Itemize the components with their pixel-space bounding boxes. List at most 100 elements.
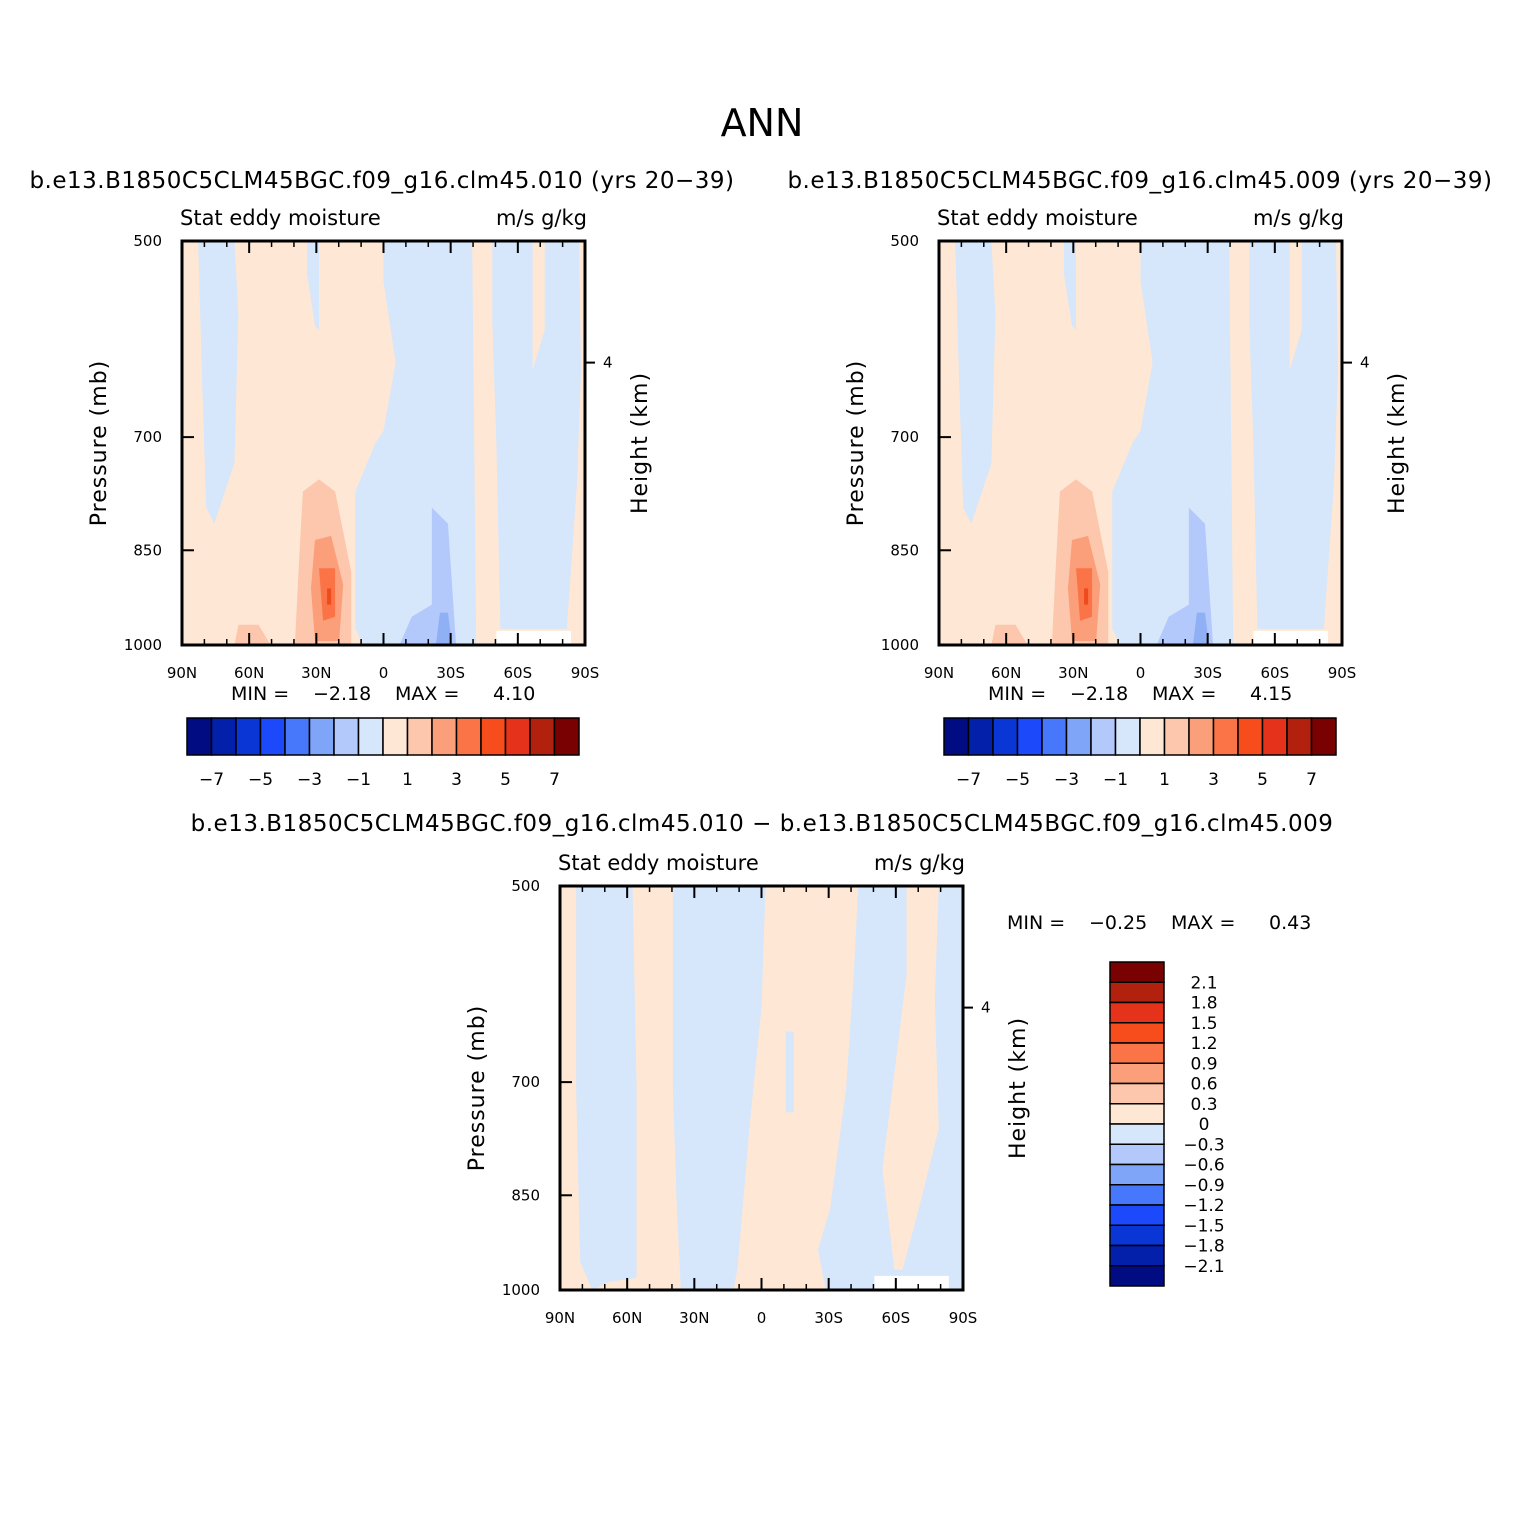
min-value: −2.18 — [1070, 683, 1128, 705]
max-value: 4.15 — [1250, 683, 1292, 705]
colorbar-box — [529, 717, 556, 756]
colorbar-box — [308, 717, 335, 756]
colorbar-box — [1109, 1204, 1165, 1226]
max-label: MAX = — [1152, 683, 1216, 705]
colorbar-label: −1.2 — [1183, 1196, 1224, 1216]
min-value: −2.18 — [313, 683, 371, 705]
y-axis-title: Pressure (mb) — [465, 1005, 490, 1172]
left-string: Stat eddy moisture — [558, 851, 759, 875]
panel-model-010: 90N 60N 30N 0 30S 60S 90S 500 700 850 1000 4 Pressur… — [29, 168, 734, 705]
panel-title: b.e13.B1850C5CLM45BGC.f09_g16.clm45.009 … — [787, 168, 1492, 194]
x-tick-label: 0 — [379, 664, 389, 682]
colorbar-box — [967, 717, 994, 756]
colorbar-label: 1 — [1159, 770, 1170, 790]
colorbar-box — [1286, 717, 1313, 756]
colorbar-model-009: −7 −5 −3 −1 1 3 5 7 — [943, 717, 1337, 790]
contour-region — [672, 886, 766, 1290]
colorbar-box — [1065, 717, 1092, 756]
contour-region — [817, 886, 963, 1290]
contour-region — [492, 241, 581, 629]
contour-region — [496, 630, 571, 645]
y-tick-label: 500 — [511, 877, 540, 895]
contour-region — [234, 624, 271, 645]
colorbar-label: 0.6 — [1190, 1075, 1217, 1095]
colorbar-box — [1109, 1163, 1165, 1186]
colorbar-box — [1188, 717, 1215, 756]
colorbar-box — [1310, 717, 1337, 756]
contour-region — [435, 612, 453, 645]
colorbar-label: 5 — [500, 770, 511, 790]
contour-region — [1084, 588, 1089, 605]
x-tick-label: 90N — [167, 664, 197, 682]
colorbar-label: 7 — [549, 770, 560, 790]
y-tick-label: 850 — [133, 541, 162, 559]
x-tick-label: 60N — [234, 664, 264, 682]
y-right-axis-title: Height (km) — [1006, 1017, 1031, 1159]
x-tick-label: 90N — [545, 1309, 575, 1327]
y-tick-label: 700 — [511, 1073, 540, 1091]
x-tick-label: 90S — [1328, 664, 1357, 682]
y-tick-label: 1000 — [881, 636, 919, 654]
colorbar-box — [1163, 717, 1190, 756]
colorbar-box — [333, 717, 360, 756]
x-tick-label: 0 — [757, 1309, 767, 1327]
y-tick-label: 850 — [511, 1186, 540, 1204]
panel-model-009: 90N 60N 30N 0 30S 60S 90S 500 700 850 1000 4 Pressur… — [787, 168, 1492, 705]
left-string: Stat eddy moisture — [180, 206, 381, 230]
colorbar-model-010: −7 −5 −3 −1 1 3 5 7 — [186, 717, 580, 790]
colorbar-label: −1.5 — [1183, 1216, 1224, 1236]
contour-region — [955, 241, 996, 524]
colorbar-box — [382, 717, 409, 756]
contour-region — [882, 974, 939, 1270]
x-tick-label: 0 — [1136, 664, 1146, 682]
colorbar-box — [553, 717, 580, 756]
min-label: MIN = — [231, 683, 289, 705]
colorbar-label: 1 — [402, 770, 413, 790]
x-tick-label: 30N — [679, 1309, 709, 1327]
colorbar-label: −5 — [1005, 770, 1030, 790]
colorbar-box — [1109, 1244, 1165, 1267]
y-tick-label: 700 — [890, 428, 919, 446]
contour-region — [1156, 507, 1214, 645]
colorbar-box — [1212, 717, 1239, 756]
contour-field — [182, 241, 585, 645]
max-value: 4.10 — [493, 683, 535, 705]
colorbar-box — [992, 717, 1019, 756]
colorbar-box — [1109, 1224, 1165, 1247]
x-tick-label: 60S — [504, 664, 533, 682]
colorbar-label: 7 — [1306, 770, 1317, 790]
x-tick-label: 60S — [1261, 664, 1290, 682]
colorbar-box — [431, 717, 458, 756]
contour-region — [198, 241, 239, 524]
max-label: MAX = — [395, 683, 459, 705]
colorbar-box — [1109, 1143, 1165, 1166]
colorbar-label: 1.2 — [1190, 1034, 1217, 1054]
colorbar-box — [1109, 981, 1165, 1004]
colorbar-box — [210, 717, 237, 756]
colorbar-box — [284, 717, 311, 756]
colorbar-label: −0.9 — [1183, 1176, 1224, 1196]
x-tick-label: 90N — [924, 664, 954, 682]
colorbar-box — [1109, 1082, 1165, 1105]
colorbar-box — [943, 717, 970, 756]
y-tick-label: 500 — [890, 232, 919, 250]
min-label: MIN = — [1007, 912, 1065, 934]
contour-region — [1063, 241, 1077, 330]
panel-title: b.e13.B1850C5CLM45BGC.f09_g16.clm45.010 … — [29, 168, 734, 194]
x-tick-label: 90S — [949, 1309, 978, 1327]
contour-region — [576, 886, 637, 1290]
x-tick-label: 30N — [1058, 664, 1088, 682]
y-right-axis-title: Height (km) — [1385, 372, 1410, 514]
colorbar-box — [1109, 1022, 1165, 1044]
contour-region — [1249, 241, 1338, 629]
x-tick-label: 30S — [1193, 664, 1222, 682]
figure-title: ANN — [721, 101, 804, 145]
colorbar-box — [455, 717, 482, 756]
y-right-axis-title: Height (km) — [628, 372, 653, 514]
colorbar-label: −7 — [199, 770, 224, 790]
colorbar-label: 2.1 — [1190, 973, 1217, 993]
colorbar-label: −2.1 — [1183, 1257, 1224, 1277]
contour-region — [785, 1031, 794, 1113]
colorbar-box — [1090, 717, 1117, 756]
colorbar-box — [1237, 717, 1264, 756]
